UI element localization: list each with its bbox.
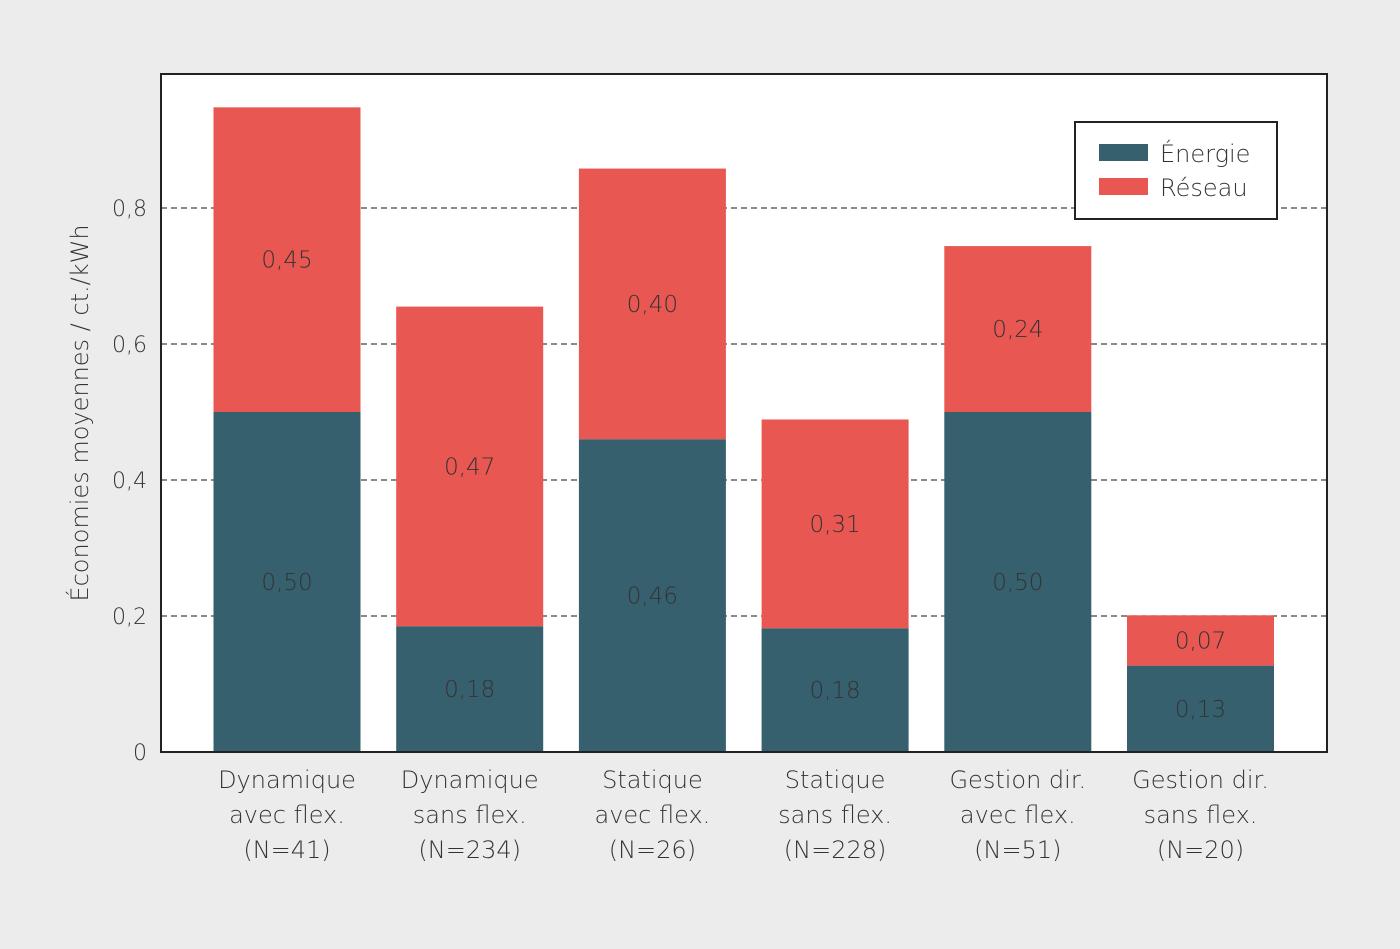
- data-label: 0,45: [261, 248, 312, 274]
- x-category-label: sans flex.: [413, 801, 527, 829]
- bar-reseau: [1127, 615, 1274, 666]
- x-category-label: (N=234): [418, 836, 521, 864]
- legend-label-reseau: Réseau: [1160, 174, 1248, 202]
- bar-reseau: [761, 419, 909, 629]
- legend-swatch-reseau: [1099, 178, 1148, 195]
- x-category-label: avec flex.: [595, 801, 711, 829]
- plot-frame: [160, 73, 1328, 753]
- legend: Énergie Réseau: [1074, 121, 1278, 220]
- data-label: 0,50: [261, 570, 312, 596]
- x-category-label: avec flex.: [960, 801, 1076, 829]
- x-axis-categories: Dynamique avec flex. (N=41) Dynamique sans f…: [218, 766, 1269, 864]
- data-label: 0,18: [444, 677, 495, 703]
- data-label: 0,13: [1175, 697, 1226, 723]
- x-category-label: Statique: [602, 766, 703, 794]
- bar-reseau: [213, 107, 361, 413]
- x-category-label: sans flex.: [778, 801, 892, 829]
- x-category-label: sans flex.: [1144, 801, 1258, 829]
- data-label: 0,24: [992, 317, 1043, 343]
- y-tick-label: 0: [133, 741, 147, 766]
- data-labels: 0,50 0,45 0,18 0,47 0,46 0,40 0,18 0,31 0,50 0,24…: [261, 248, 1226, 723]
- data-label: 0,31: [809, 512, 860, 538]
- data-label: 0,18: [809, 678, 860, 704]
- x-category-label: Statique: [785, 766, 886, 794]
- data-label: 0,40: [627, 292, 678, 318]
- x-category-label: Dynamique: [401, 766, 539, 794]
- y-tick-label: 0,2: [112, 605, 147, 630]
- y-axis-ticks: 0 0,2 0,4 0,6 0,8: [112, 197, 147, 766]
- x-category-label: (N=20): [1157, 836, 1244, 864]
- bar-energie: [578, 439, 726, 752]
- bar-energie: [761, 628, 909, 752]
- x-category-label: Gestion dir.: [949, 766, 1086, 794]
- y-axis-title: Économies moyennes / ct./kWh: [65, 224, 94, 601]
- bar-reseau: [578, 168, 726, 440]
- legend-frame: [1074, 121, 1278, 220]
- y-tick-label: 0,8: [112, 197, 147, 222]
- y-tick-label: 0,4: [112, 469, 147, 494]
- data-label: 0,50: [992, 570, 1043, 596]
- bar-energie: [944, 412, 1092, 752]
- bars: [213, 107, 1274, 752]
- x-category-label: (N=228): [784, 836, 887, 864]
- bar-reseau: [944, 246, 1092, 412]
- x-category-label: (N=51): [974, 836, 1061, 864]
- x-category-label: (N=41): [243, 836, 330, 864]
- legend-label-energie: Énergie: [1160, 139, 1250, 168]
- x-category-label: Gestion dir.: [1132, 766, 1269, 794]
- data-label: 0,46: [627, 584, 678, 610]
- bar-energie: [1127, 665, 1274, 752]
- x-category-label: avec flex.: [229, 801, 345, 829]
- x-category-label: Dynamique: [218, 766, 356, 794]
- bar-reseau: [396, 306, 544, 627]
- bar-energie: [396, 626, 544, 752]
- x-category-label: (N=26): [609, 836, 696, 864]
- legend-swatch-energie: [1099, 144, 1148, 161]
- bar-energie: [213, 412, 361, 752]
- data-label: 0,07: [1175, 628, 1226, 654]
- y-tick-label: 0,6: [112, 333, 147, 358]
- data-label: 0,47: [444, 454, 495, 480]
